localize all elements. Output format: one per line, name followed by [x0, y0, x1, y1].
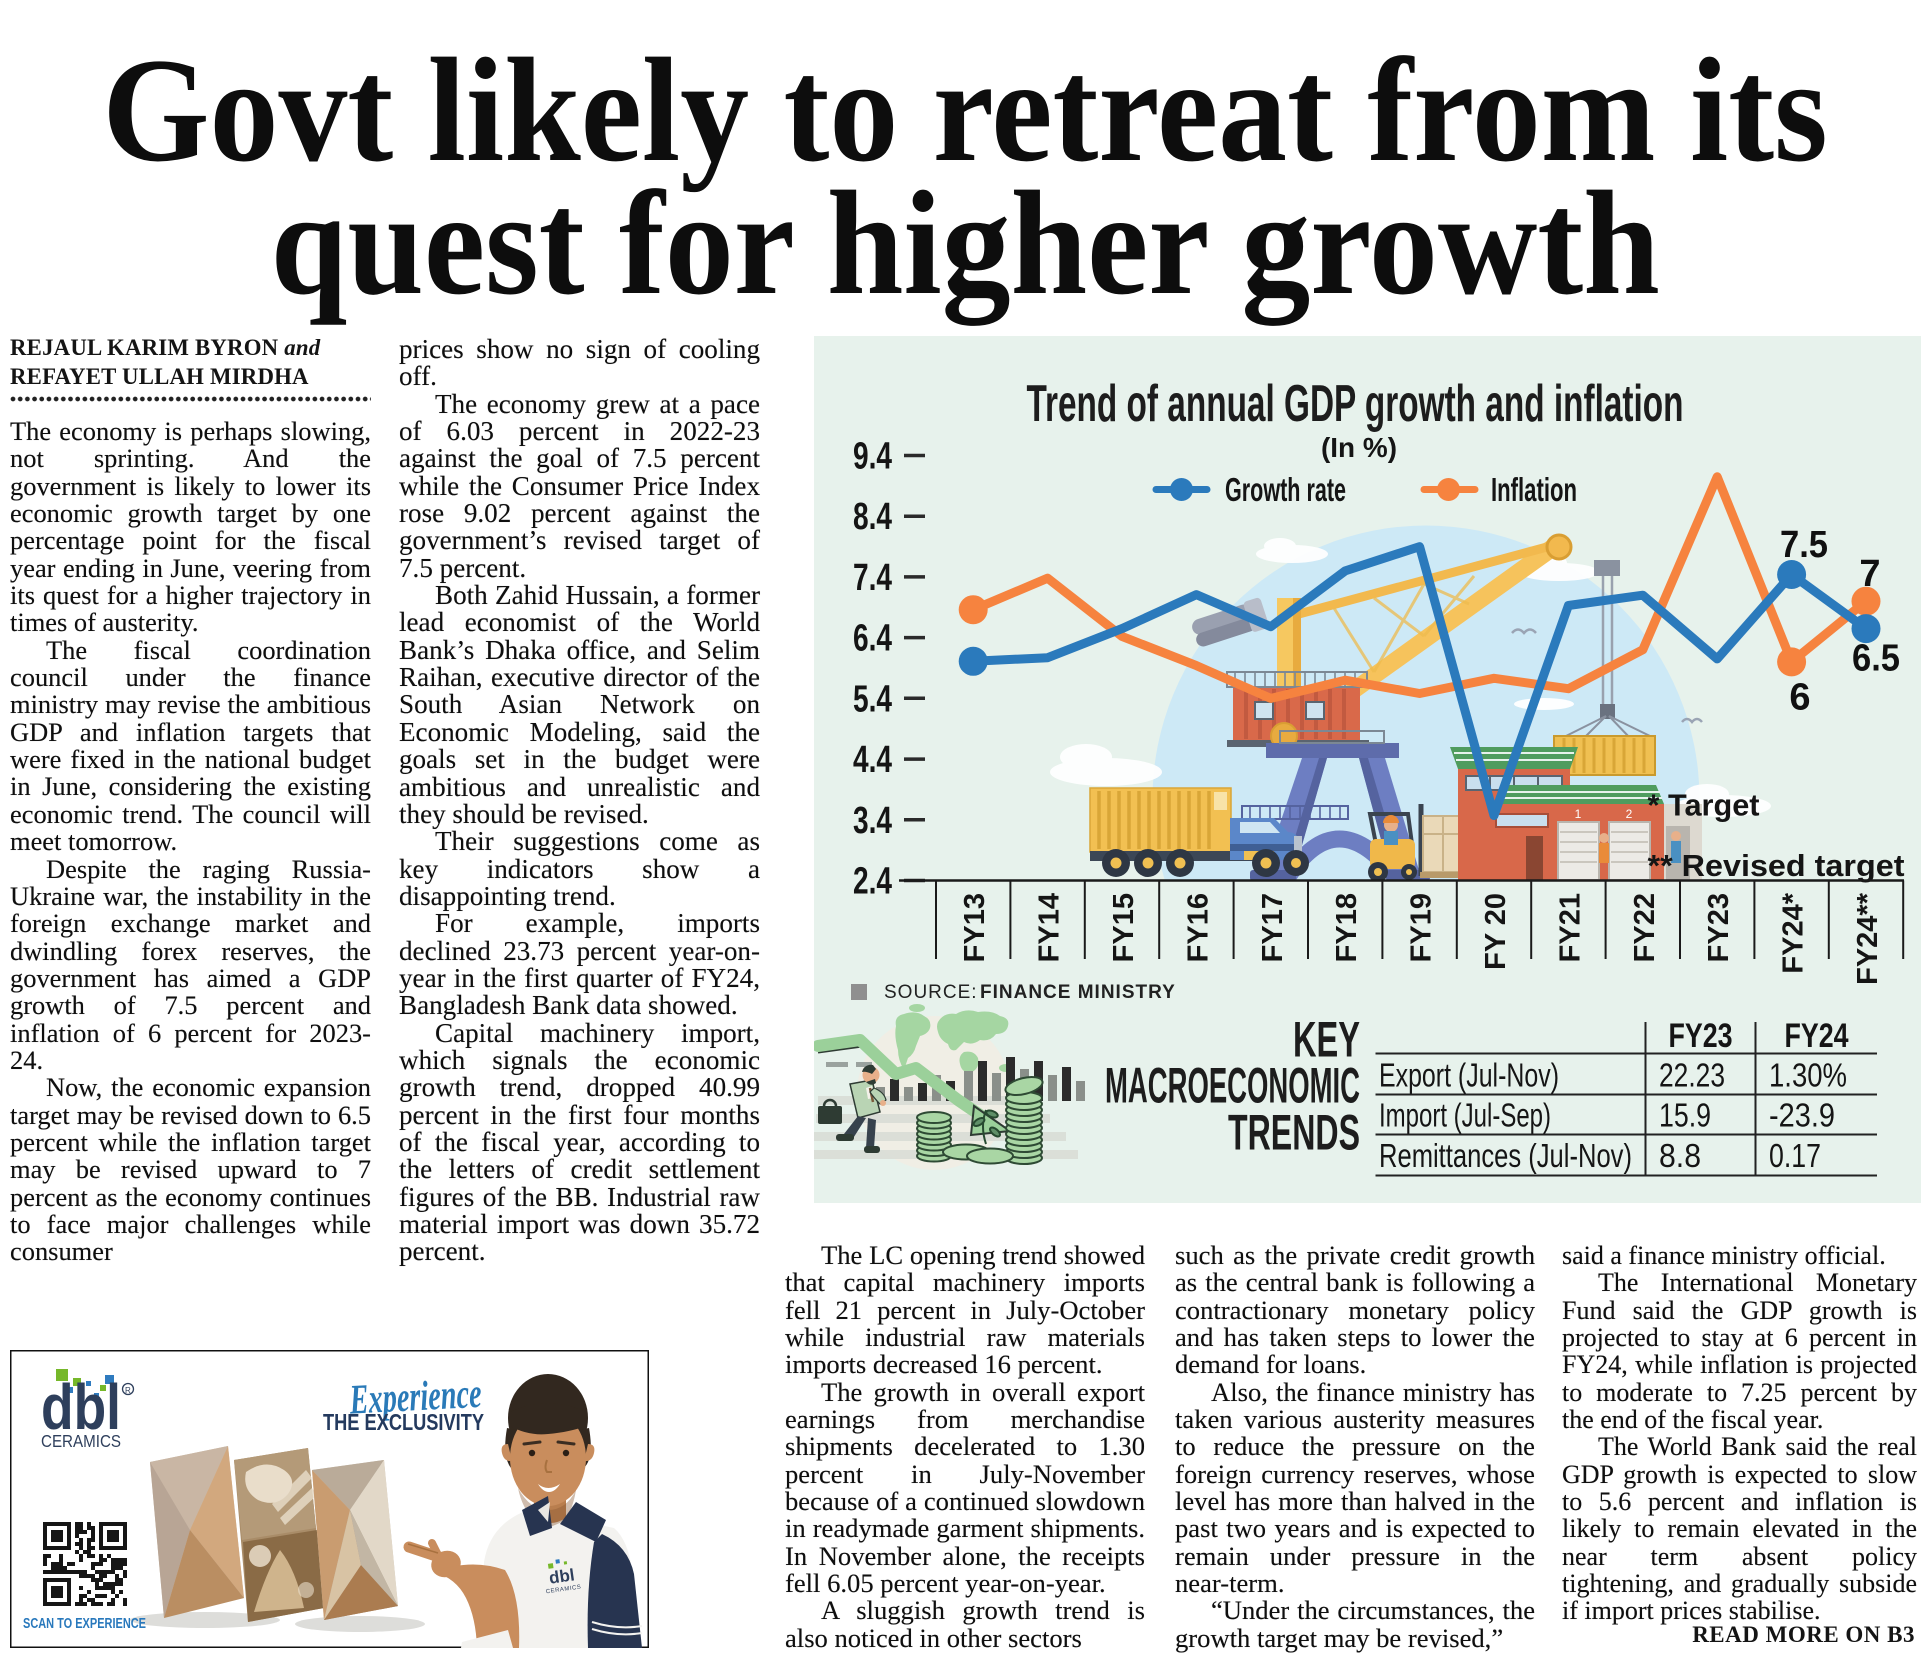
- svg-text:FY16: FY16: [1182, 893, 1214, 962]
- svg-text:Remittances (Jul-Nov): Remittances (Jul-Nov): [1379, 1137, 1632, 1174]
- svg-text:-23.9: -23.9: [1769, 1097, 1835, 1134]
- svg-text:2: 2: [1626, 807, 1633, 821]
- svg-text:FY24*: FY24*: [1778, 892, 1810, 973]
- svg-text:MACROECONOMIC: MACROECONOMIC: [1105, 1058, 1360, 1114]
- svg-text:FINANCE MINISTRY: FINANCE MINISTRY: [980, 982, 1176, 1003]
- svg-text:1.30%: 1.30%: [1769, 1057, 1847, 1094]
- svg-text:4.4: 4.4: [853, 739, 892, 781]
- svg-text:FY23: FY23: [1703, 893, 1735, 962]
- svg-text:TRENDS: TRENDS: [1228, 1105, 1360, 1161]
- svg-text:7.4: 7.4: [853, 557, 892, 599]
- svg-text:6.5: 6.5: [1852, 638, 1900, 680]
- svg-text:FY19: FY19: [1406, 893, 1438, 962]
- svg-text:** Revised target: ** Revised target: [1648, 848, 1905, 883]
- svg-text:FY18: FY18: [1331, 893, 1363, 962]
- svg-text:dbl: dbl: [41, 1371, 121, 1443]
- svg-text:Inflation: Inflation: [1491, 471, 1577, 508]
- svg-text:Import (Jul-Sep): Import (Jul-Sep): [1379, 1097, 1551, 1134]
- svg-text:FY21: FY21: [1554, 893, 1586, 962]
- svg-text:* Target: * Target: [1648, 788, 1760, 823]
- svg-text:FY17: FY17: [1257, 893, 1289, 962]
- svg-text:0.17: 0.17: [1769, 1137, 1821, 1174]
- svg-text:CERAMICS: CERAMICS: [41, 1431, 121, 1451]
- svg-text:1: 1: [1575, 807, 1582, 821]
- svg-text:Export (Jul-Nov): Export (Jul-Nov): [1379, 1057, 1559, 1094]
- svg-text:6: 6: [1789, 677, 1810, 719]
- svg-text:15.9: 15.9: [1659, 1097, 1711, 1134]
- svg-text:7.5: 7.5: [1780, 524, 1828, 566]
- svg-text:dbl: dbl: [548, 1565, 576, 1587]
- svg-text:FY13: FY13: [959, 893, 991, 962]
- svg-text:FY22: FY22: [1629, 893, 1661, 962]
- svg-text:Trend of annual GDP growth and: Trend of annual GDP growth and inflation: [1027, 375, 1684, 433]
- svg-text:FY14: FY14: [1034, 893, 1066, 962]
- svg-text:SCAN TO EXPERIENCE: SCAN TO EXPERIENCE: [23, 1616, 146, 1632]
- svg-text:CERAMICS: CERAMICS: [546, 1584, 582, 1595]
- svg-text:THE EXCLUSIVITY: THE EXCLUSIVITY: [323, 1409, 484, 1435]
- svg-text:8.4: 8.4: [853, 496, 892, 538]
- svg-text:22.23: 22.23: [1659, 1057, 1725, 1094]
- svg-text:R: R: [125, 1386, 131, 1395]
- svg-text:Growth rate: Growth rate: [1225, 471, 1346, 508]
- svg-text:3.4: 3.4: [853, 800, 892, 842]
- svg-text:Experience: Experience: [348, 1371, 483, 1424]
- svg-text:2.4: 2.4: [853, 861, 892, 903]
- svg-text:5.4: 5.4: [853, 678, 892, 720]
- svg-text:SOURCE:: SOURCE:: [884, 982, 978, 1003]
- svg-text:FY24**: FY24**: [1852, 892, 1884, 985]
- svg-text:KEY: KEY: [1293, 1012, 1360, 1068]
- svg-text:FY23: FY23: [1669, 1017, 1733, 1055]
- svg-text:9.4: 9.4: [853, 436, 892, 478]
- svg-text:(In %): (In %): [1321, 432, 1397, 463]
- svg-text:6.4: 6.4: [853, 618, 892, 660]
- svg-text:FY15: FY15: [1108, 893, 1140, 962]
- svg-text:FY24: FY24: [1785, 1017, 1849, 1055]
- svg-text:7: 7: [1859, 553, 1880, 595]
- svg-text:FY 20: FY 20: [1480, 893, 1512, 970]
- svg-text:8.8: 8.8: [1659, 1137, 1701, 1174]
